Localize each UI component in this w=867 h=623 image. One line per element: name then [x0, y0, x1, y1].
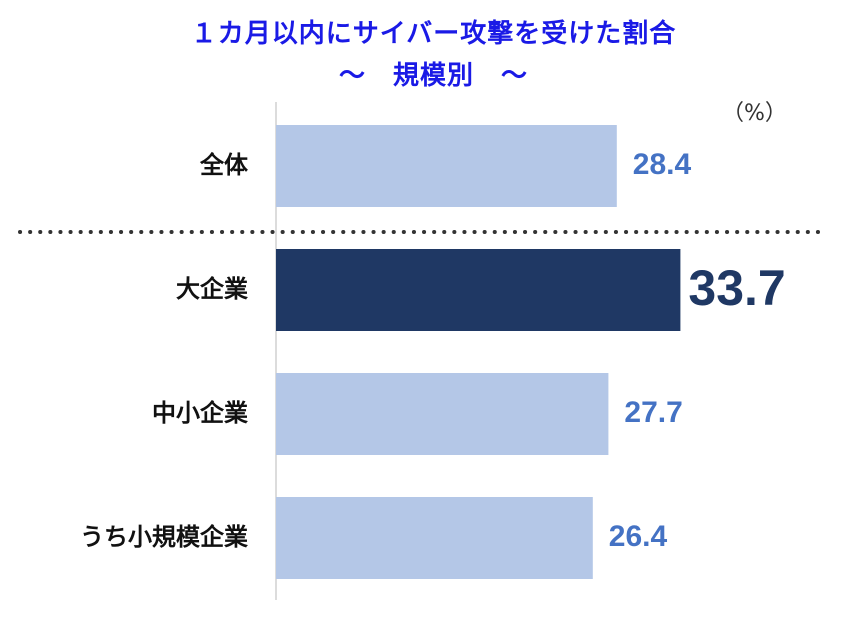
category-label: 中小企業 [152, 399, 248, 427]
unit-label: （%） [722, 101, 787, 126]
category-label: 全体 [199, 151, 249, 179]
bar [276, 249, 681, 331]
chart-title: １カ月以内にサイバー攻撃を受けた割合 [190, 19, 677, 49]
value-label: 33.7 [688, 260, 785, 316]
value-label: 28.4 [633, 148, 692, 181]
chart-subtitle: ～ 規模別 ～ [338, 61, 528, 91]
category-label: 大企業 [176, 275, 248, 303]
bars-layer: 全体 28.4 大企業 33.7 中小企業 27.7 うち小規模企業 26.4 [18, 102, 822, 600]
value-label: 26.4 [609, 520, 668, 553]
bar [276, 497, 593, 579]
category-label: うち小規模企業 [80, 523, 248, 551]
bar [276, 373, 609, 455]
value-label: 27.7 [624, 396, 682, 429]
bar [276, 125, 617, 207]
